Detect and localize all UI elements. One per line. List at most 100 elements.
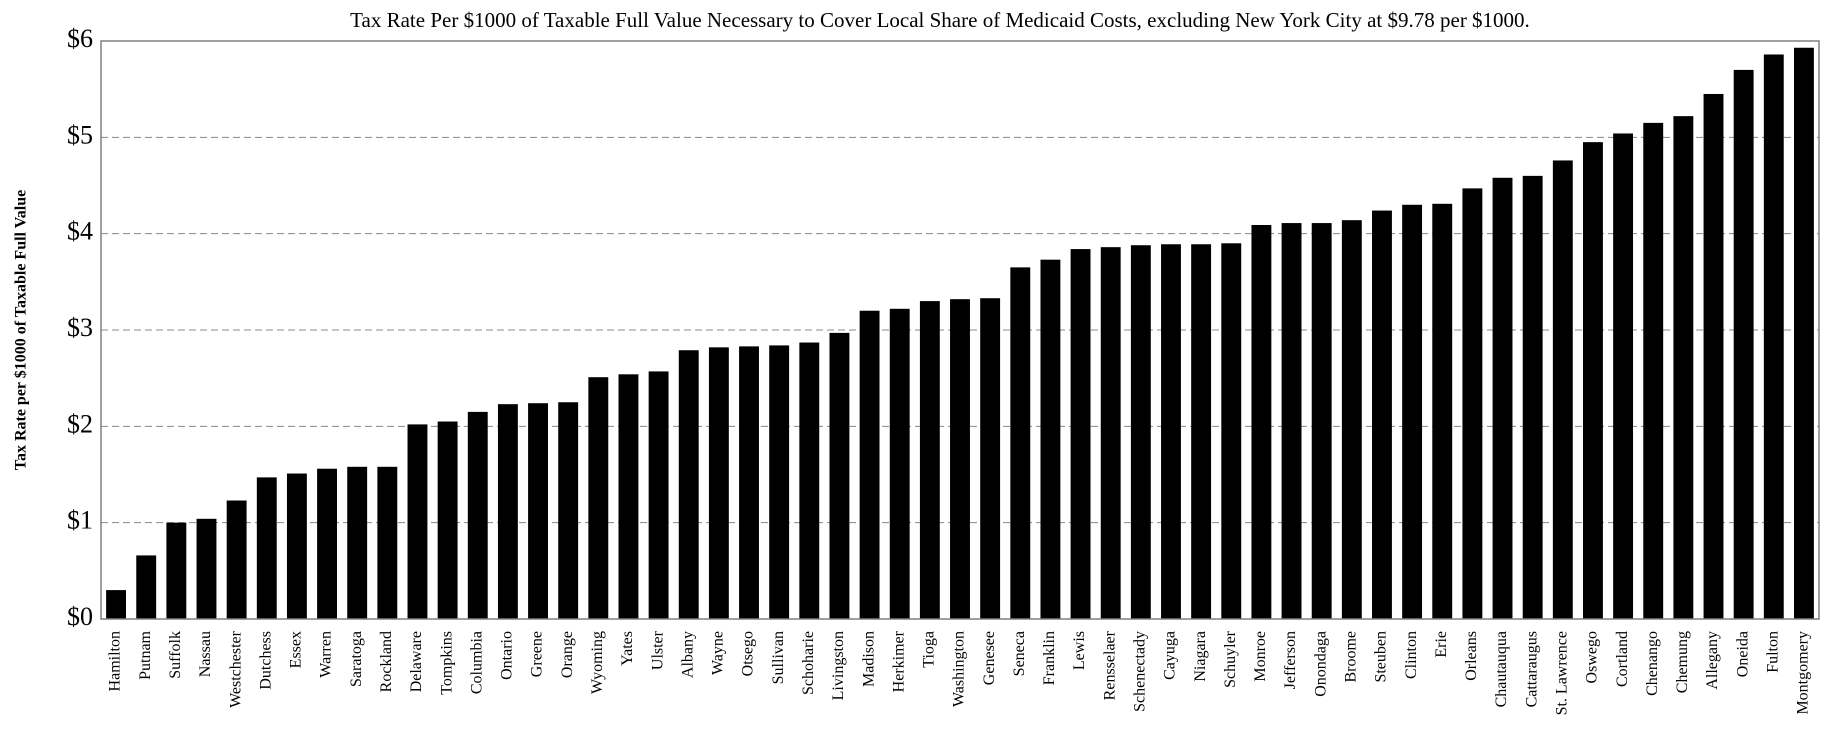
x-tick-label: Madison	[860, 631, 877, 687]
x-tick-label: Delaware	[408, 631, 425, 692]
bar	[1191, 244, 1212, 619]
bar	[196, 518, 217, 619]
x-tick-label: Putnam	[137, 630, 154, 679]
bar	[497, 404, 518, 619]
bar	[106, 590, 127, 619]
bar	[1341, 220, 1362, 619]
bar	[166, 522, 187, 619]
x-tick-label: Otsego	[740, 631, 757, 676]
x-tick-label: Lewis	[1071, 631, 1088, 670]
bar	[377, 466, 398, 619]
x-tick-label: Montgomery	[1795, 631, 1812, 715]
x-tick-label: Albany	[679, 631, 696, 678]
x-tick-label: Cortland	[1614, 631, 1631, 687]
x-tick-label: Onondaga	[1312, 631, 1329, 697]
bar	[618, 374, 639, 619]
bar	[1311, 223, 1332, 619]
bar	[829, 332, 850, 619]
bar	[889, 308, 910, 619]
x-tick-label: Wyoming	[589, 631, 606, 694]
x-tick-label: Sullivan	[770, 631, 787, 684]
bar	[1402, 204, 1423, 619]
bar	[558, 402, 579, 619]
bar	[1221, 243, 1242, 620]
x-tick-label: Tompkins	[438, 631, 455, 695]
bar	[1583, 142, 1603, 619]
y-tick-label: $0	[67, 602, 93, 631]
x-tick-label: Essex	[288, 631, 305, 668]
x-tick-label: Livingston	[830, 631, 847, 700]
x-tick-label: Erie	[1433, 631, 1450, 658]
x-tick-label: Allegany	[1704, 631, 1721, 690]
bar	[1281, 223, 1302, 619]
x-tick-label: Seneca	[1011, 631, 1028, 676]
x-tick-label: Genesee	[981, 631, 998, 685]
bar	[1673, 116, 1694, 619]
x-tick-label: Schoharie	[800, 631, 817, 695]
x-tick-label: Washington	[951, 631, 968, 707]
bar	[1251, 224, 1272, 619]
bar	[1522, 175, 1543, 619]
x-tick-label: Herkimer	[890, 630, 907, 692]
x-tick-label: St. Lawrence	[1553, 631, 1570, 715]
x-tick-label: Fulton	[1764, 631, 1781, 673]
bar	[1643, 122, 1664, 619]
bar	[588, 377, 609, 619]
x-tick-label: Chemung	[1674, 631, 1691, 693]
bar	[799, 342, 820, 619]
x-tick-label: Chautauqua	[1493, 631, 1510, 707]
x-tick-label: Rockland	[378, 631, 395, 692]
x-tick-label: Tioga	[921, 631, 938, 668]
x-tick-label: Columbia	[468, 631, 485, 694]
bar	[528, 403, 548, 619]
x-tick-label: Suffolk	[167, 631, 184, 679]
bar	[136, 555, 157, 619]
x-tick-label: Schenectady	[1132, 631, 1149, 712]
bar	[980, 298, 1001, 619]
bar	[708, 347, 729, 619]
x-tick-label: Clinton	[1403, 631, 1420, 679]
y-tick-label: $3	[67, 313, 93, 342]
bar	[739, 346, 759, 619]
bar	[437, 421, 458, 619]
y-tick-label: $1	[67, 506, 93, 535]
bar	[1763, 54, 1784, 619]
x-tick-label: Dutchess	[257, 631, 274, 690]
bar	[1462, 188, 1483, 619]
bar	[407, 424, 428, 619]
x-tick-label: Chenango	[1644, 631, 1661, 696]
x-tick-label: Cattaraugus	[1523, 631, 1540, 707]
x-tick-label: Nassau	[197, 631, 214, 677]
x-tick-label: Broome	[1342, 631, 1359, 683]
y-tick-label: $4	[67, 217, 93, 246]
chart-title: Tax Rate Per $1000 of Taxable Full Value…	[350, 8, 1530, 32]
bar	[1432, 203, 1453, 619]
x-tick-label: Franklin	[1041, 631, 1058, 685]
bar	[256, 477, 277, 619]
y-axis-title: Tax Rate per $1000 of Taxable Full Value	[13, 190, 30, 471]
y-tick-label: $2	[67, 409, 93, 438]
bar	[1492, 177, 1513, 619]
bar	[1010, 267, 1031, 619]
x-tick-label: Niagara	[1192, 631, 1209, 682]
bar	[950, 299, 970, 619]
bar	[226, 500, 247, 619]
bar	[1070, 249, 1091, 619]
x-tick-label: Yates	[619, 631, 636, 666]
x-tick-label: Saratoga	[348, 631, 365, 687]
bar	[1100, 247, 1121, 620]
bar	[1733, 69, 1754, 619]
plot-frame	[100, 40, 1820, 620]
x-tick-label: Wayne	[710, 631, 727, 675]
bar	[286, 473, 307, 619]
bar	[919, 301, 940, 619]
x-tick-label: Orleans	[1463, 631, 1480, 681]
x-tick-label: Steuben	[1373, 631, 1390, 683]
bar	[648, 371, 669, 619]
x-tick-label: Hamilton	[107, 631, 124, 691]
bar	[678, 350, 699, 619]
bar	[467, 411, 488, 619]
bar	[1793, 47, 1814, 619]
bar	[317, 468, 337, 619]
